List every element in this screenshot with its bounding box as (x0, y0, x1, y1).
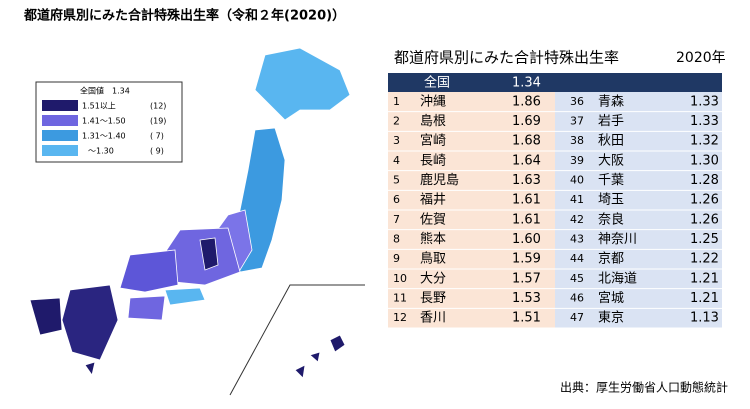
rate: 1.25 (690, 232, 719, 247)
rank: 45 (570, 272, 584, 285)
legend-swatch (42, 145, 78, 156)
rank: 8 (393, 233, 400, 246)
legend-count: ( 7) (150, 132, 164, 141)
rank: 43 (570, 233, 584, 246)
rank: 1 (393, 95, 400, 108)
legend-swatch (42, 100, 78, 111)
national-row (388, 73, 722, 92)
prefecture: 佐賀 (420, 212, 446, 227)
rank: 10 (393, 272, 407, 285)
rate: 1.13 (690, 311, 719, 326)
national-label: 全国 (424, 75, 450, 91)
rate: 1.22 (690, 252, 719, 267)
rank: 42 (570, 213, 584, 226)
prefecture: 熊本 (420, 231, 446, 247)
legend-label: 1.51以上 (82, 102, 116, 111)
legend-count: ( 9) (150, 147, 164, 156)
source: 出典：厚生労働省人口動態統計 (560, 380, 728, 395)
rate: 1.64 (512, 153, 541, 168)
rate: 1.63 (512, 173, 541, 188)
prefecture: 岩手 (598, 114, 624, 129)
prefecture: 埼玉 (598, 193, 624, 208)
rate: 1.53 (512, 291, 541, 306)
rate: 1.61 (512, 193, 541, 208)
rank: 7 (393, 213, 400, 226)
prefecture: 鳥取 (420, 252, 446, 267)
rank: 39 (570, 154, 584, 167)
rank: 46 (570, 292, 584, 305)
prefecture: 福井 (420, 193, 446, 208)
prefecture: 北海道 (598, 271, 637, 286)
rank: 37 (570, 115, 584, 128)
rate: 1.26 (690, 212, 719, 227)
legend-label: 1.41～1.50 (82, 117, 126, 126)
legend-label: ～1.30 (88, 147, 114, 156)
rate: 1.26 (690, 193, 719, 208)
rate: 1.68 (512, 134, 541, 149)
rank: 11 (393, 292, 407, 305)
rate: 1.60 (512, 232, 541, 247)
prefecture: 香川 (420, 311, 446, 326)
prefecture: 島根 (420, 114, 446, 129)
prefecture: 東京 (598, 310, 624, 326)
prefecture: 奈良 (598, 211, 624, 227)
legend-national: 全国値 1.34 (80, 86, 130, 96)
rate: 1.51 (512, 311, 541, 326)
rank: 36 (570, 95, 584, 108)
rate: 1.30 (690, 153, 719, 168)
prefecture: 宮崎 (420, 133, 446, 149)
rank: 5 (393, 174, 400, 187)
rank: 4 (393, 154, 400, 167)
prefecture: 大阪 (598, 153, 624, 168)
prefecture: 大分 (420, 271, 446, 286)
rate: 1.21 (690, 271, 719, 286)
table-year: 2020年 (676, 50, 726, 66)
prefecture: 長崎 (420, 153, 446, 168)
rate: 1.33 (690, 94, 719, 109)
rank: 44 (570, 252, 584, 265)
rank: 6 (393, 193, 400, 206)
prefecture: 秋田 (598, 134, 624, 149)
rank: 12 (393, 311, 407, 324)
rate: 1.33 (690, 114, 719, 129)
title: 都道府県別にみた合計特殊出生率（令和２年(2020)） (23, 8, 345, 24)
table-title: 都道府県別にみた合計特殊出生率 (394, 49, 619, 67)
legend-label: 1.31～1.40 (82, 132, 126, 141)
rate: 1.21 (690, 291, 719, 306)
prefecture: 長野 (420, 291, 446, 306)
rate: 1.59 (512, 252, 541, 267)
rank: 9 (393, 252, 400, 265)
rank: 47 (570, 311, 584, 324)
rate: 1.32 (690, 134, 719, 149)
prefecture: 千葉 (598, 173, 624, 188)
rate: 1.57 (512, 271, 541, 286)
rank: 41 (570, 193, 584, 206)
prefecture: 沖縄 (420, 94, 446, 109)
legend-swatch (42, 115, 78, 126)
rank: 40 (570, 174, 584, 187)
rate: 1.69 (512, 114, 541, 129)
national-value: 1.34 (512, 76, 541, 91)
rank: 2 (393, 115, 400, 128)
prefecture: 神奈川 (598, 232, 637, 247)
map (29, 47, 351, 379)
legend-count: (12) (150, 102, 166, 111)
prefecture: 青森 (598, 94, 624, 109)
rank: 3 (393, 134, 400, 147)
rate: 1.61 (512, 212, 541, 227)
prefecture: 宮城 (598, 290, 624, 306)
prefecture: 京都 (598, 252, 624, 267)
rate: 1.28 (690, 173, 719, 188)
rate: 1.86 (512, 94, 541, 109)
legend-swatch (42, 130, 78, 141)
rank: 38 (570, 134, 584, 147)
inset-border (229, 284, 365, 396)
prefecture: 鹿児島 (420, 172, 459, 188)
legend-count: (19) (150, 117, 166, 126)
